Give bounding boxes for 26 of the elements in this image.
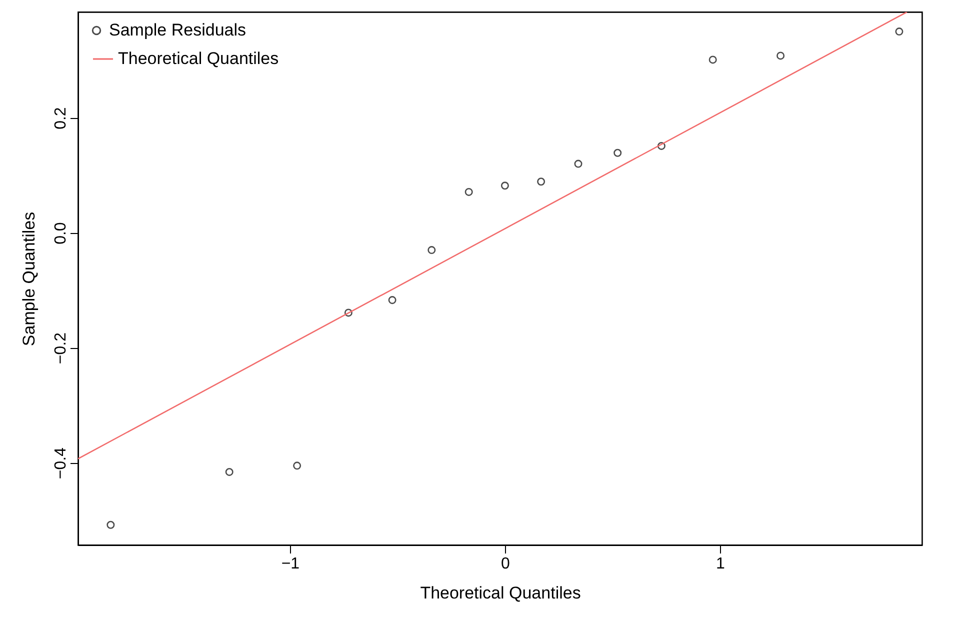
- y-axis-title: Sample Quantiles: [20, 212, 38, 346]
- point: [614, 148, 622, 157]
- point: [776, 52, 785, 60]
- point: [464, 188, 473, 196]
- point: [293, 462, 302, 470]
- point: [344, 308, 352, 317]
- point: [895, 28, 904, 36]
- point: [574, 160, 582, 168]
- x-tick-label: 0: [500, 556, 510, 572]
- x-tick-label: −1: [281, 556, 300, 572]
- x-axis-title: Theoretical Quantiles: [420, 584, 581, 602]
- legend-label: Sample Residuals: [109, 20, 246, 40]
- point: [106, 520, 115, 529]
- y-tick-label: −0.4: [52, 447, 70, 480]
- point: [537, 178, 546, 186]
- y-tick-label: 0.0: [52, 222, 70, 244]
- point: [225, 468, 234, 476]
- point: [708, 56, 717, 64]
- x-tick-label: 1: [716, 556, 725, 572]
- point: [657, 142, 666, 150]
- point: [388, 296, 396, 304]
- point: [500, 182, 509, 190]
- y-tick-label: 0.2: [52, 107, 70, 130]
- point: [428, 246, 436, 254]
- legend-label: Theoretical Quantiles: [118, 49, 279, 68]
- y-tick-label: −0.2: [52, 332, 70, 364]
